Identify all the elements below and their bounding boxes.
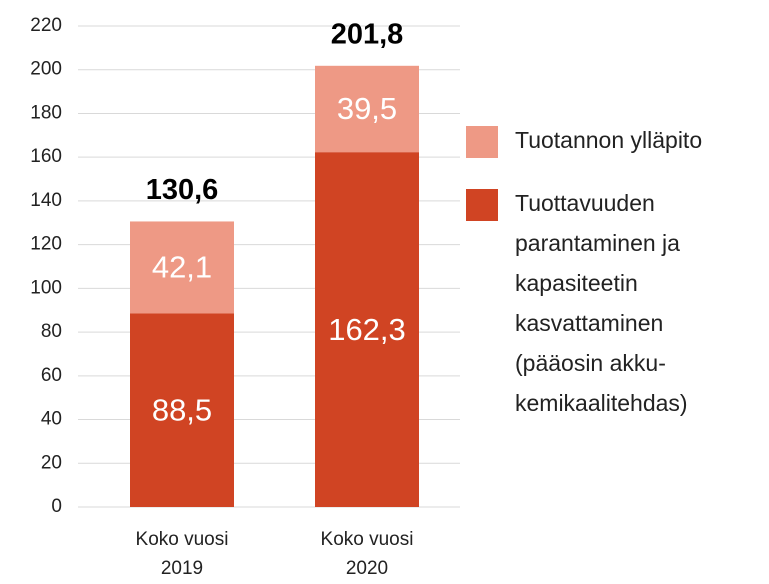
bar-segment — [130, 221, 234, 314]
y-tick-label: 60 — [41, 365, 62, 386]
value-label: 162,3 — [328, 312, 406, 347]
bar-segment — [315, 152, 419, 507]
bar-segment — [130, 313, 234, 507]
y-tick-label: 40 — [41, 409, 62, 430]
y-tick-label: 0 — [51, 496, 62, 517]
y-tick-label: 100 — [30, 277, 62, 298]
y-tick-label: 120 — [30, 234, 62, 255]
x-tick-label: Koko vuosi 2020 — [321, 529, 414, 579]
y-tick-label: 200 — [30, 59, 62, 80]
legend-label: Tuotannon ylläpito — [515, 127, 702, 153]
legend-swatch — [466, 189, 498, 221]
legend-label: Tuottavuuden parantaminen ja kapasiteetin k… — [515, 190, 688, 416]
value-label: 39,5 — [337, 91, 397, 126]
total-label: 130,6 — [146, 174, 219, 206]
x-tick-label: Koko vuosi 2019 — [136, 529, 229, 579]
y-tick-label: 220 — [30, 15, 62, 36]
y-tick-label: 180 — [30, 102, 62, 123]
y-tick-label: 80 — [41, 321, 62, 342]
total-label: 201,8 — [331, 18, 404, 50]
value-label: 88,5 — [152, 392, 212, 427]
y-tick-label: 160 — [30, 146, 62, 167]
y-tick-label: 20 — [41, 452, 62, 473]
value-label: 42,1 — [152, 250, 212, 285]
legend-swatch — [466, 126, 498, 158]
bar-segment — [315, 65, 419, 153]
y-tick-label: 140 — [30, 190, 62, 211]
